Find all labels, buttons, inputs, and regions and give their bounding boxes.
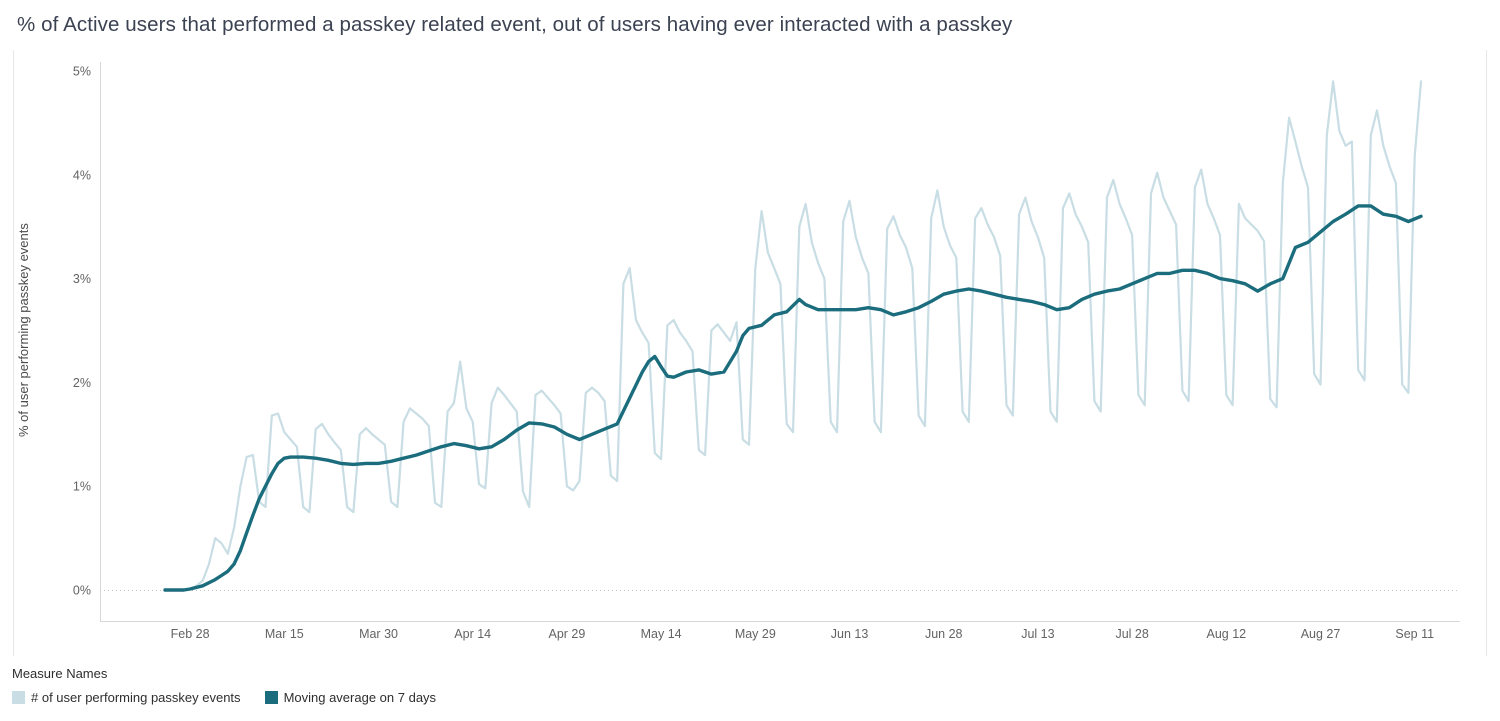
x-tick-label: Feb 28 xyxy=(171,627,210,641)
legend-label-daily-series: # of user performing passkey events xyxy=(31,690,241,705)
moving-average-line[interactable] xyxy=(163,204,1423,592)
x-tick-label: Aug 27 xyxy=(1301,627,1341,641)
x-tick-label: Apr 14 xyxy=(454,627,491,641)
legend-item-daily-series[interactable]: # of user performing passkey events xyxy=(12,690,241,705)
y-tick-label: 2% xyxy=(73,376,91,390)
x-tick-label: Apr 29 xyxy=(548,627,585,641)
y-tick-label: 5% xyxy=(73,65,91,79)
chart-canvas[interactable]: 0% 1% 2% 3% 4% 5% Feb 28 Mar 15 Mar 30 Apr 14 Apr … xyxy=(0,44,1500,656)
x-tick-label: Mar 30 xyxy=(359,627,398,641)
legend-rows: # of user performing passkey events Movi… xyxy=(12,690,1500,705)
daily-series-swatch-icon xyxy=(12,691,25,704)
title-bar: % of Active users that performed a passk… xyxy=(0,0,1500,44)
y-tick-label: 0% xyxy=(73,584,91,598)
x-tick-label: May 14 xyxy=(641,627,682,641)
y-tick-label: 1% xyxy=(73,480,91,494)
legend-title: Measure Names xyxy=(12,666,108,681)
x-tick-label: May 29 xyxy=(735,627,776,641)
daily-series-line[interactable] xyxy=(163,80,1423,592)
x-tick-label: Aug 12 xyxy=(1207,627,1247,641)
legend: Measure Names # of user performing passk… xyxy=(0,656,1500,721)
legend-label-moving-average: Moving average on 7 days xyxy=(283,690,437,705)
moving-average-swatch-icon xyxy=(264,691,278,704)
chart-title: % of Active users that performed a passk… xyxy=(17,13,1013,36)
viz-region: % of user performing passkey events 0% 1%… xyxy=(0,44,1500,656)
x-tick-label: Jun 28 xyxy=(925,627,963,641)
x-tick-label: Jul 13 xyxy=(1021,627,1054,641)
y-tick-label: 4% xyxy=(73,168,91,182)
x-tick-label: Jul 28 xyxy=(1115,627,1148,641)
x-tick-label: Mar 15 xyxy=(265,627,304,641)
y-axis-title: % of user performing passkey events xyxy=(16,223,31,438)
legend-item-moving-average[interactable]: Moving average on 7 days xyxy=(264,690,437,705)
x-tick-label: Sep 11 xyxy=(1395,627,1434,641)
y-tick-label: 3% xyxy=(73,272,91,286)
x-tick-label: Jun 13 xyxy=(831,627,869,641)
